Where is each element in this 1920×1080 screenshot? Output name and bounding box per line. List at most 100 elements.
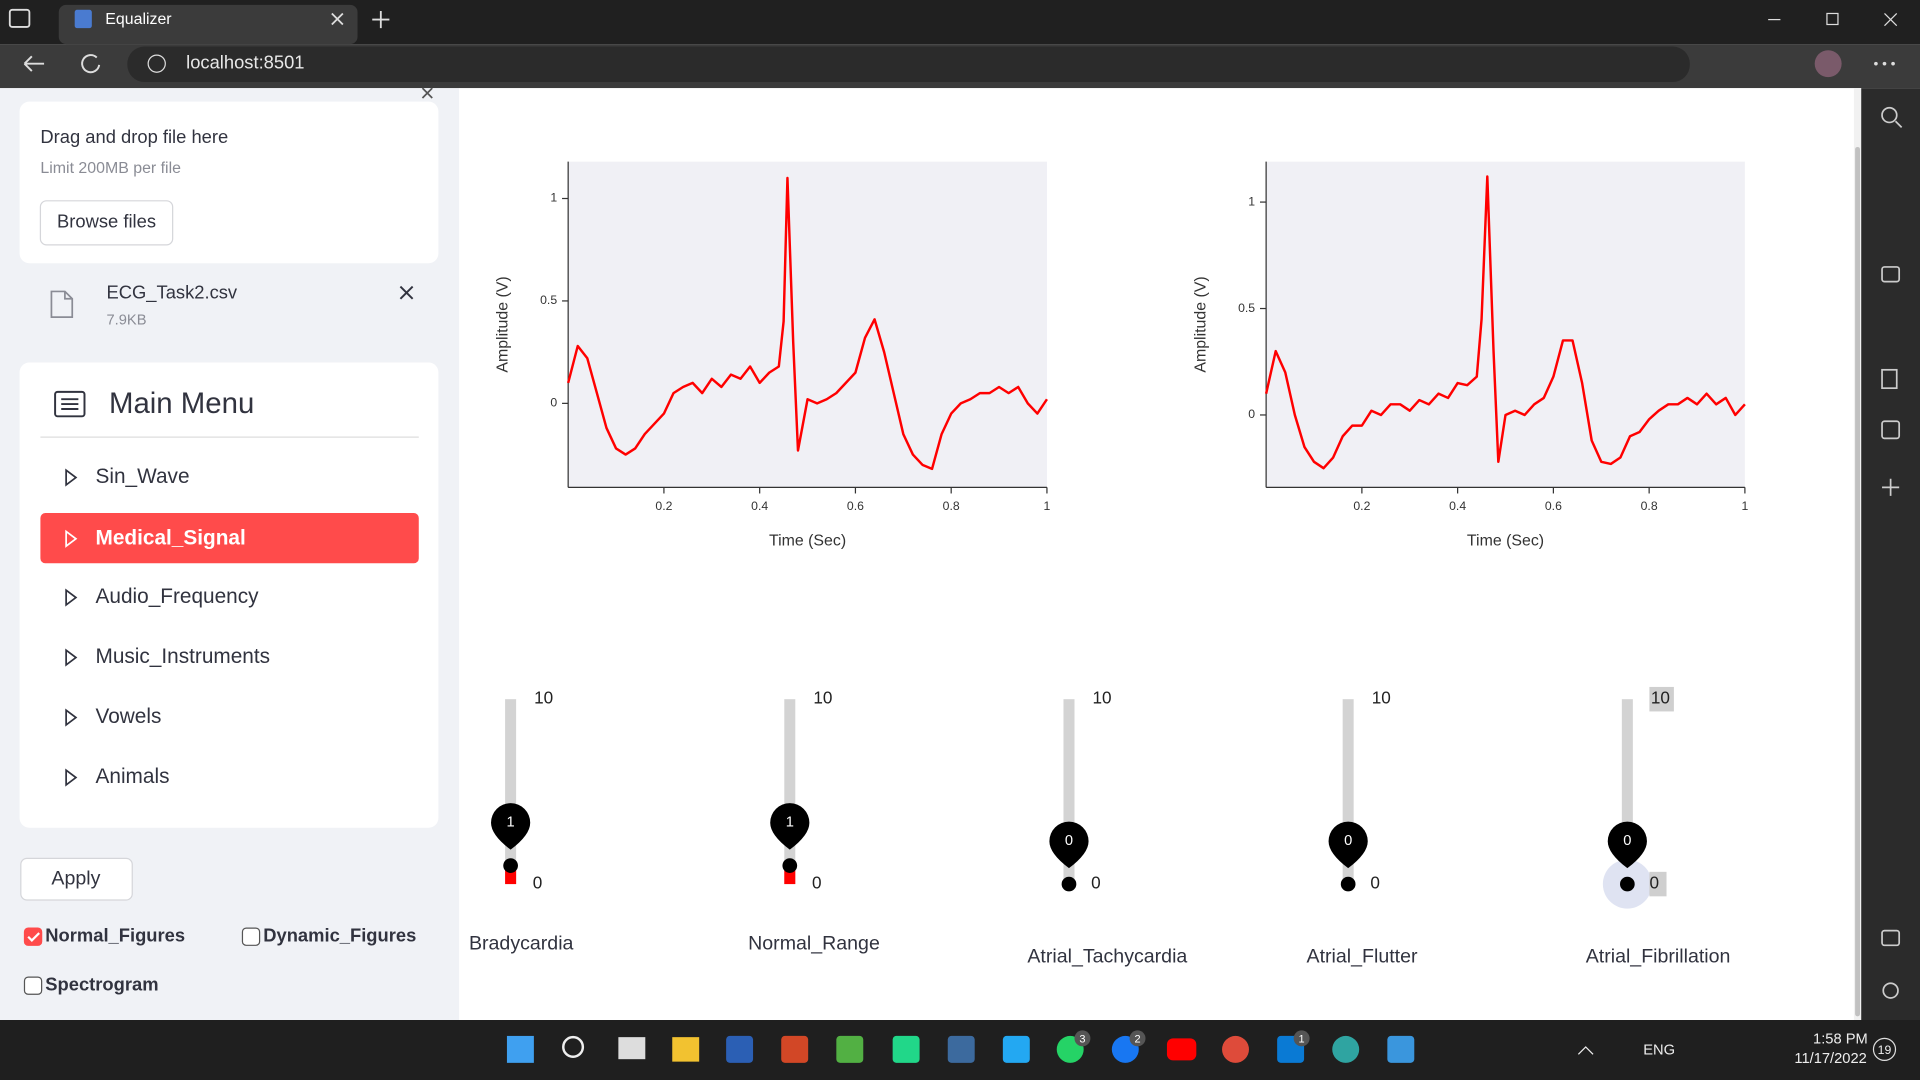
- sliders: 10 0 1 Bradycardia 10 0 1 Normal_Range 10 0 0 Atria…: [469, 686, 1731, 968]
- slider-thumb[interactable]: [1340, 876, 1356, 892]
- browse-button[interactable]: [39, 200, 174, 246]
- y-tick-label: 0.5: [1238, 301, 1255, 315]
- new-tab[interactable]: [372, 11, 390, 29]
- address-field[interactable]: [127, 46, 1690, 83]
- menu-item-icon: [65, 588, 78, 607]
- taskbar-status: 3 2 1 ENG 1:58 PM 11/17/2022 19: [1074, 1030, 1897, 1067]
- checkbox-label[interactable]: Dynamic_Figures: [263, 925, 416, 946]
- taskbar-badge: [1293, 1030, 1310, 1047]
- active-tab[interactable]: [58, 4, 358, 45]
- slider-max-label: 10: [534, 688, 553, 708]
- file-icon: [50, 290, 74, 318]
- menu-item-icon: [65, 468, 78, 487]
- slider-max-highlight: [1649, 686, 1674, 712]
- notification-badge[interactable]: [1872, 1037, 1897, 1062]
- window-close[interactable]: [1884, 13, 1898, 27]
- scrollbar-thumb[interactable]: [1855, 146, 1860, 1017]
- x-tick-label: 0.2: [1353, 499, 1370, 513]
- menu-item-icon: [65, 768, 78, 787]
- slider-value: 0: [1344, 833, 1352, 849]
- menu-item[interactable]: Sin_Wave: [96, 465, 190, 488]
- slider-value-bubble[interactable]: [770, 803, 810, 850]
- clock-time[interactable]: 1:58 PM: [1813, 1031, 1868, 1047]
- slider-value: 1: [507, 815, 515, 831]
- profile-avatar[interactable]: [1814, 50, 1842, 78]
- menu-item-icon: [65, 708, 78, 727]
- slider-value-bubble[interactable]: [1607, 821, 1647, 869]
- tab-title: Equalizer: [105, 11, 172, 28]
- slider-value: 1: [786, 815, 794, 831]
- uploader-limit: Limit 200MB per file: [40, 160, 181, 177]
- y-tick-label: 0.5: [540, 293, 557, 307]
- slider-value: 0: [1065, 833, 1073, 849]
- browse-button-label: Browse files: [57, 211, 156, 232]
- y-tick-label: 1: [1248, 194, 1255, 208]
- x-tick-label: 0.8: [943, 499, 960, 513]
- x-tick-label: 0.4: [751, 499, 768, 513]
- slider-track[interactable]: [1621, 699, 1633, 885]
- slider-value-bubble[interactable]: [491, 803, 531, 850]
- taskbar-badge-count: 3: [1079, 1033, 1085, 1045]
- menu-item-icon: [65, 648, 78, 667]
- slider-value-bubble[interactable]: [1328, 821, 1368, 869]
- slider-thumb[interactable]: [782, 858, 798, 873]
- y-axis-label: Amplitude (V): [494, 276, 511, 372]
- menu-card: [19, 362, 439, 828]
- slider-track[interactable]: [505, 699, 517, 885]
- checkbox-label[interactable]: Spectrogram: [45, 974, 158, 995]
- restore[interactable]: [1826, 12, 1839, 26]
- slider-min-label: 0: [533, 873, 543, 893]
- slider-thumb[interactable]: [503, 858, 518, 873]
- menu-item[interactable]: Animals: [96, 765, 170, 788]
- edge-sidebar: [1861, 88, 1920, 1020]
- plot-area: [568, 161, 1047, 488]
- edge-sidebar-icons[interactable]: [1881, 106, 1903, 999]
- menu-item[interactable]: Vowels: [96, 705, 162, 728]
- sidebar-close[interactable]: [421, 87, 433, 99]
- language-indicator[interactable]: ENG: [1643, 1042, 1675, 1058]
- x-tick-label: 1: [1741, 499, 1748, 513]
- slider-track[interactable]: [1342, 699, 1354, 885]
- x-axis-label: Time (Sec): [1467, 532, 1544, 549]
- tab-close[interactable]: [331, 12, 344, 26]
- site-info-icon[interactable]: [147, 54, 166, 73]
- slider-max-label: 10: [1093, 688, 1112, 708]
- tab-favicon: [74, 9, 92, 29]
- menu-item[interactable]: Music_Instruments: [96, 645, 271, 668]
- slider-thumb[interactable]: [1061, 876, 1077, 892]
- x-tick-label: 0.6: [847, 499, 864, 513]
- more-menu[interactable]: [1874, 61, 1895, 66]
- slider-min-label: 0: [1091, 873, 1101, 893]
- slider-value: 0: [1623, 833, 1631, 849]
- slider-track[interactable]: [1063, 699, 1075, 885]
- slider-label: Atrial_Tachycardia: [1027, 946, 1187, 968]
- slider-value-bubble[interactable]: [1049, 821, 1089, 869]
- tab-actions-icon[interactable]: [8, 8, 31, 28]
- checkbox[interactable]: [23, 976, 43, 995]
- url-text[interactable]: localhost:8501: [186, 52, 304, 73]
- x-tick-label: 0.6: [1545, 499, 1562, 513]
- reload-button[interactable]: [81, 54, 101, 74]
- menu-item[interactable]: Medical_Signal: [96, 526, 246, 549]
- checkbox[interactable]: [241, 927, 261, 946]
- clock-date[interactable]: 11/17/2022: [1794, 1051, 1866, 1067]
- slider-track[interactable]: [784, 699, 796, 885]
- slider-label: Atrial_Fibrillation: [1586, 946, 1731, 968]
- slider-thumb[interactable]: [1620, 876, 1635, 892]
- apply-button[interactable]: [20, 857, 133, 901]
- slider-max-label: 10: [813, 688, 832, 708]
- taskbar-badge: [1129, 1030, 1146, 1047]
- menu-item[interactable]: Audio_Frequency: [96, 585, 260, 608]
- file-remove[interactable]: [399, 285, 414, 300]
- checkbox-label[interactable]: Normal_Figures: [45, 925, 185, 946]
- menu-title: Main Menu: [109, 387, 254, 420]
- checkbox[interactable]: [23, 927, 43, 946]
- slider-fill: [505, 865, 517, 885]
- menu-item-selected-bg[interactable]: [40, 513, 419, 564]
- y-tick-label: 0: [550, 396, 557, 410]
- plot-area: [1266, 161, 1745, 488]
- back-button[interactable]: [23, 55, 45, 72]
- file-size: 7.9KB: [107, 313, 147, 329]
